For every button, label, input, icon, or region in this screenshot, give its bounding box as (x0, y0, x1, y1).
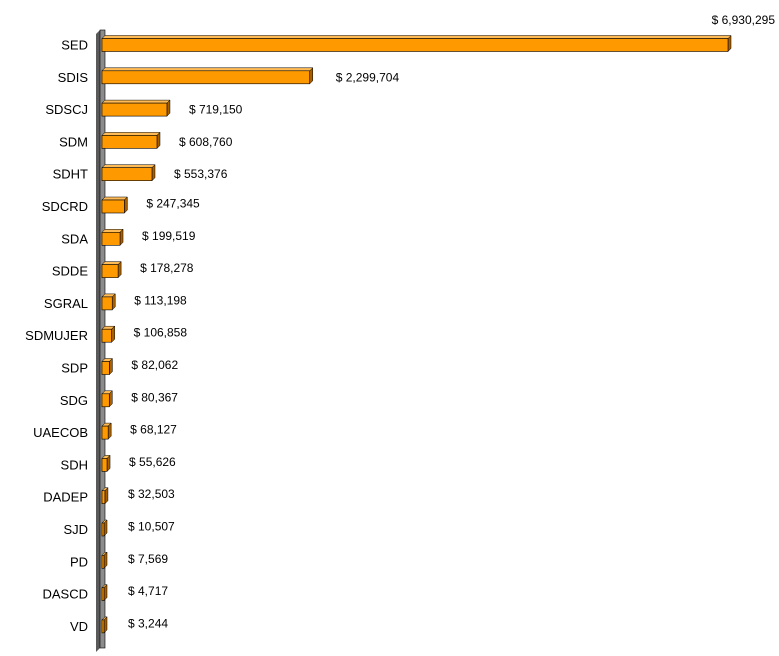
bar-sdp (101, 361, 110, 375)
value-label-sgral: $ 113,198 (134, 293, 187, 307)
category-label-sjd: SJD (63, 522, 88, 537)
category-label-sdis: SDIS (58, 70, 89, 85)
bar-side-sdcrd (124, 196, 128, 214)
value-label-sdis: $ 2,299,704 (336, 70, 400, 84)
bar-dascd (101, 587, 105, 601)
value-label-sdm: $ 608,760 (179, 135, 233, 149)
bar-sdis (101, 70, 311, 85)
value-label-sdh: $ 55,626 (129, 455, 176, 469)
category-label-sdp: SDP (61, 361, 88, 376)
category-label-uaecob: UAECOB (33, 425, 88, 440)
bar-sdde (101, 264, 119, 278)
value-label-sdht: $ 553,376 (174, 167, 228, 181)
bar-sdscj (101, 102, 168, 117)
bar-side-sgral (111, 293, 116, 311)
category-label-sgral: SGRAL (44, 296, 88, 311)
value-label-sdp: $ 82,062 (131, 358, 178, 372)
category-label-dadep: DADEP (43, 490, 88, 505)
category-label-sdmujer: SDMUJER (25, 328, 88, 343)
bar-side-sdde (117, 260, 122, 279)
value-label-sdde: $ 178,278 (140, 261, 194, 275)
bar-side-uaecob (107, 422, 112, 440)
bar-side-vd (103, 616, 108, 634)
value-label-sdg: $ 80,367 (131, 390, 178, 404)
bar-sdcrd (101, 199, 125, 214)
value-label-uaecob: $ 68,127 (130, 423, 177, 437)
bar-side-sed (727, 34, 732, 53)
bar-side-sdscj (166, 99, 171, 117)
value-label-sda: $ 199,519 (142, 229, 196, 243)
bar-side-sdis (309, 67, 313, 85)
axis-wall-edge (96, 30, 100, 652)
bar-dadep (101, 490, 106, 505)
bar-side-sdmujer (111, 325, 115, 343)
bar-side-sdp (109, 357, 113, 376)
bar-sdht (101, 167, 153, 181)
category-label-sdh: SDH (61, 457, 88, 472)
category-label-sdm: SDM (59, 134, 88, 149)
bar-side-sdg (109, 390, 113, 408)
bar-top-sdm (101, 132, 161, 136)
value-label-sed: $ 6,930,295 (712, 13, 776, 27)
value-label-dadep: $ 32,503 (128, 487, 175, 501)
bar-side-dascd (103, 583, 108, 602)
category-label-sdcrd: SDCRD (42, 199, 88, 214)
labels-group: SED $ 6,930,295 SDIS $ 2,299,704 SDSCJ $ 719,… (25, 13, 775, 634)
bar-top-sda (101, 229, 124, 233)
value-label-vd: $ 3,244 (128, 616, 168, 630)
bar-sgral (101, 296, 113, 311)
category-label-sdscj: SDSCJ (45, 102, 88, 117)
bar-sjd (101, 522, 105, 537)
bar-sdh (101, 458, 108, 472)
category-label-vd: VD (70, 619, 88, 634)
bar-top-sed (101, 35, 732, 39)
value-label-pd: $ 7,569 (128, 552, 168, 566)
bar-top-sdis (101, 67, 314, 72)
value-label-sdcrd: $ 247,345 (146, 197, 200, 211)
value-label-sdscj: $ 719,150 (189, 103, 243, 117)
bar-sda (101, 232, 121, 246)
bar-pd (101, 554, 105, 569)
bar-side-sdht (151, 164, 156, 182)
bar-sed (101, 38, 729, 52)
bar-top-sdht (101, 164, 156, 168)
bar-vd (101, 619, 105, 634)
bar-uaecob (101, 425, 109, 440)
category-label-pd: PD (70, 554, 88, 569)
category-label-sda: SDA (61, 231, 88, 246)
bar-side-dadep (104, 487, 109, 505)
bar-side-sdm (156, 131, 161, 150)
value-label-sjd: $ 10,507 (128, 520, 175, 534)
bar-side-sdh (106, 454, 111, 473)
bar-side-pd (103, 551, 108, 569)
bar-top-sdcrd (101, 196, 128, 201)
bar-sdm (101, 135, 158, 149)
bar-side-sda (119, 228, 124, 246)
value-label-sdmujer: $ 106,858 (134, 326, 188, 340)
value-label-dascd: $ 4,717 (128, 584, 168, 598)
category-label-sdht: SDHT (53, 167, 88, 182)
category-label-dascd: DASCD (42, 587, 88, 602)
bar-top-sdscj (101, 99, 171, 104)
category-label-sed: SED (61, 38, 88, 53)
category-label-sdg: SDG (60, 393, 88, 408)
bar-sdg (101, 393, 110, 408)
bars-group (101, 34, 732, 634)
bar-sdmujer (101, 328, 112, 343)
bar-side-sjd (103, 519, 108, 537)
category-label-sdde: SDDE (52, 264, 88, 279)
